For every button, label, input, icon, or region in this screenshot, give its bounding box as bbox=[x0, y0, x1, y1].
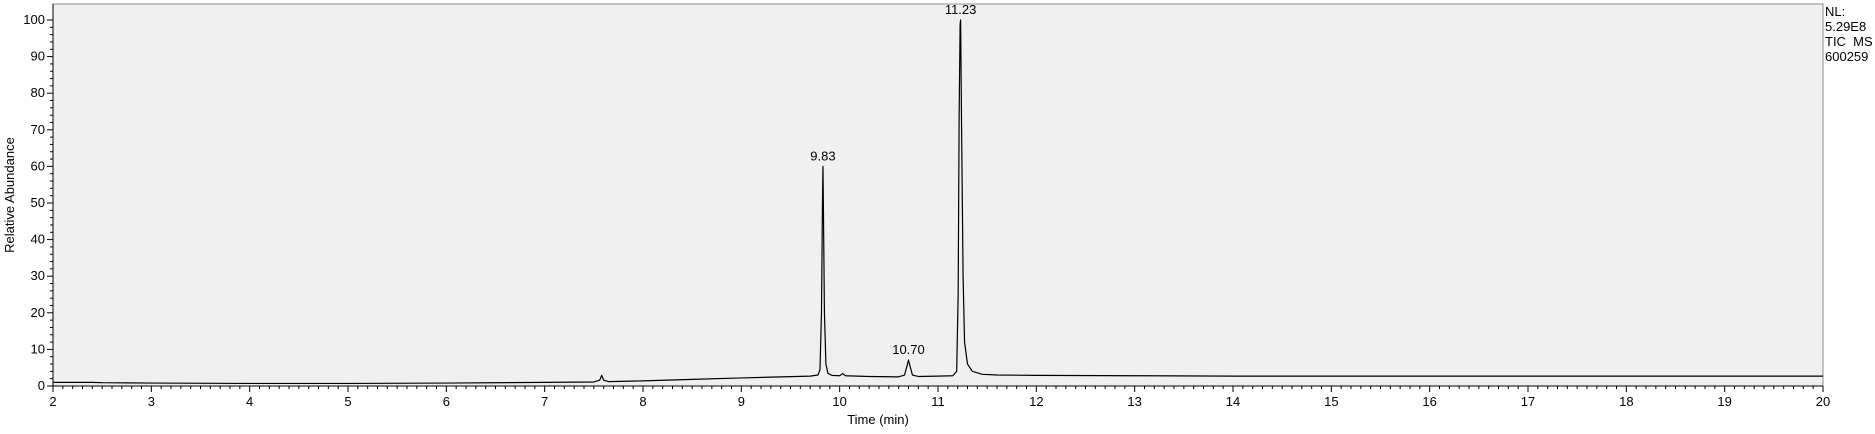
x-tick-label: 17 bbox=[1521, 394, 1535, 409]
y-tick-label: 80 bbox=[31, 85, 45, 100]
y-tick-label: 50 bbox=[31, 195, 45, 210]
x-tick-label: 9 bbox=[738, 394, 745, 409]
x-tick-label: 11 bbox=[931, 394, 945, 409]
x-tick-label: 4 bbox=[246, 394, 253, 409]
tic-trace-line bbox=[53, 19, 1823, 385]
trace-type-label: TIC MS bbox=[1825, 34, 1873, 49]
sample-id-label: 600259 bbox=[1825, 49, 1869, 64]
x-tick-label: 19 bbox=[1717, 394, 1731, 409]
x-axis-title: Time (min) bbox=[847, 412, 909, 427]
x-tick-label: 12 bbox=[1029, 394, 1043, 409]
y-tick-label: 60 bbox=[31, 158, 45, 173]
y-tick-label: 0 bbox=[38, 378, 45, 393]
x-tick-label: 6 bbox=[443, 394, 450, 409]
nl-value: 5.29E8 bbox=[1825, 19, 1867, 34]
plot-area-background bbox=[52, 3, 1824, 387]
x-tick-label: 7 bbox=[541, 394, 548, 409]
y-tick-label: 100 bbox=[23, 12, 45, 27]
peak-label: 10.70 bbox=[892, 342, 925, 357]
nl-label: NL: bbox=[1825, 4, 1846, 19]
y-tick-label: 70 bbox=[31, 122, 45, 137]
x-tick-label: 13 bbox=[1127, 394, 1141, 409]
x-tick-label: 18 bbox=[1619, 394, 1633, 409]
peak-label: 9.83 bbox=[810, 148, 835, 163]
y-tick-label: 10 bbox=[31, 341, 45, 356]
y-tick-label: 20 bbox=[31, 305, 45, 320]
y-axis-ticks: 0 10 20 30 40 50 60 70 80 90 100 bbox=[23, 12, 53, 393]
y-tick-label: 30 bbox=[31, 268, 45, 283]
x-tick-label: 14 bbox=[1226, 394, 1240, 409]
x-tick-label: 3 bbox=[148, 394, 155, 409]
peak-labels: 9.83 10.70 11.23 bbox=[810, 2, 976, 357]
x-tick-label: 8 bbox=[639, 394, 646, 409]
x-tick-label: 5 bbox=[344, 394, 351, 409]
x-tick-label: 15 bbox=[1324, 394, 1338, 409]
x-axis-ticks: 2 3 4 5 6 7 8 9 10 11 12 13 14 15 16 17 18 19 20 bbox=[49, 386, 1830, 409]
x-tick-label: 16 bbox=[1422, 394, 1436, 409]
peak-label: 11.23 bbox=[945, 2, 977, 17]
scan-info-panel: NL: 5.29E8 TIC MS 600259 bbox=[1825, 4, 1873, 64]
x-tick-label: 10 bbox=[832, 394, 846, 409]
x-tick-label: 2 bbox=[49, 394, 56, 409]
y-tick-label: 40 bbox=[31, 232, 45, 247]
y-tick-label: 90 bbox=[31, 49, 45, 64]
y-axis-title: Relative Abundance bbox=[2, 137, 17, 253]
x-tick-label: 20 bbox=[1816, 394, 1830, 409]
